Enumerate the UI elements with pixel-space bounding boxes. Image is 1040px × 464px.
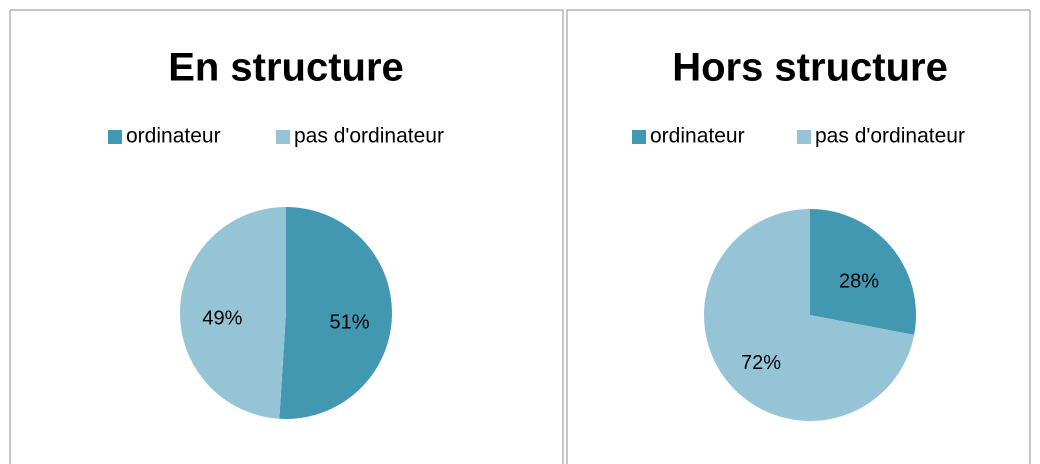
data-label: 51% [330,311,370,333]
legend-label: pas d'ordinateur [815,125,965,148]
legend-swatch [797,130,811,144]
legend-swatch [276,130,290,144]
legend-label: pas d'ordinateur [294,125,444,148]
data-label: 49% [202,307,242,329]
pie-slice [704,209,915,422]
pie-slice [810,209,916,335]
legend-label: ordinateur [126,125,221,148]
data-label: 28% [839,271,879,293]
legend-swatch [632,130,646,144]
data-label: 72% [741,352,781,374]
legend-label: ordinateur [650,125,745,148]
pie-slice [279,207,393,419]
chart-title: Hors structure [672,46,948,90]
chart-title: En structure [168,46,404,90]
legend-swatch [108,130,122,144]
pie-slice [180,207,286,419]
